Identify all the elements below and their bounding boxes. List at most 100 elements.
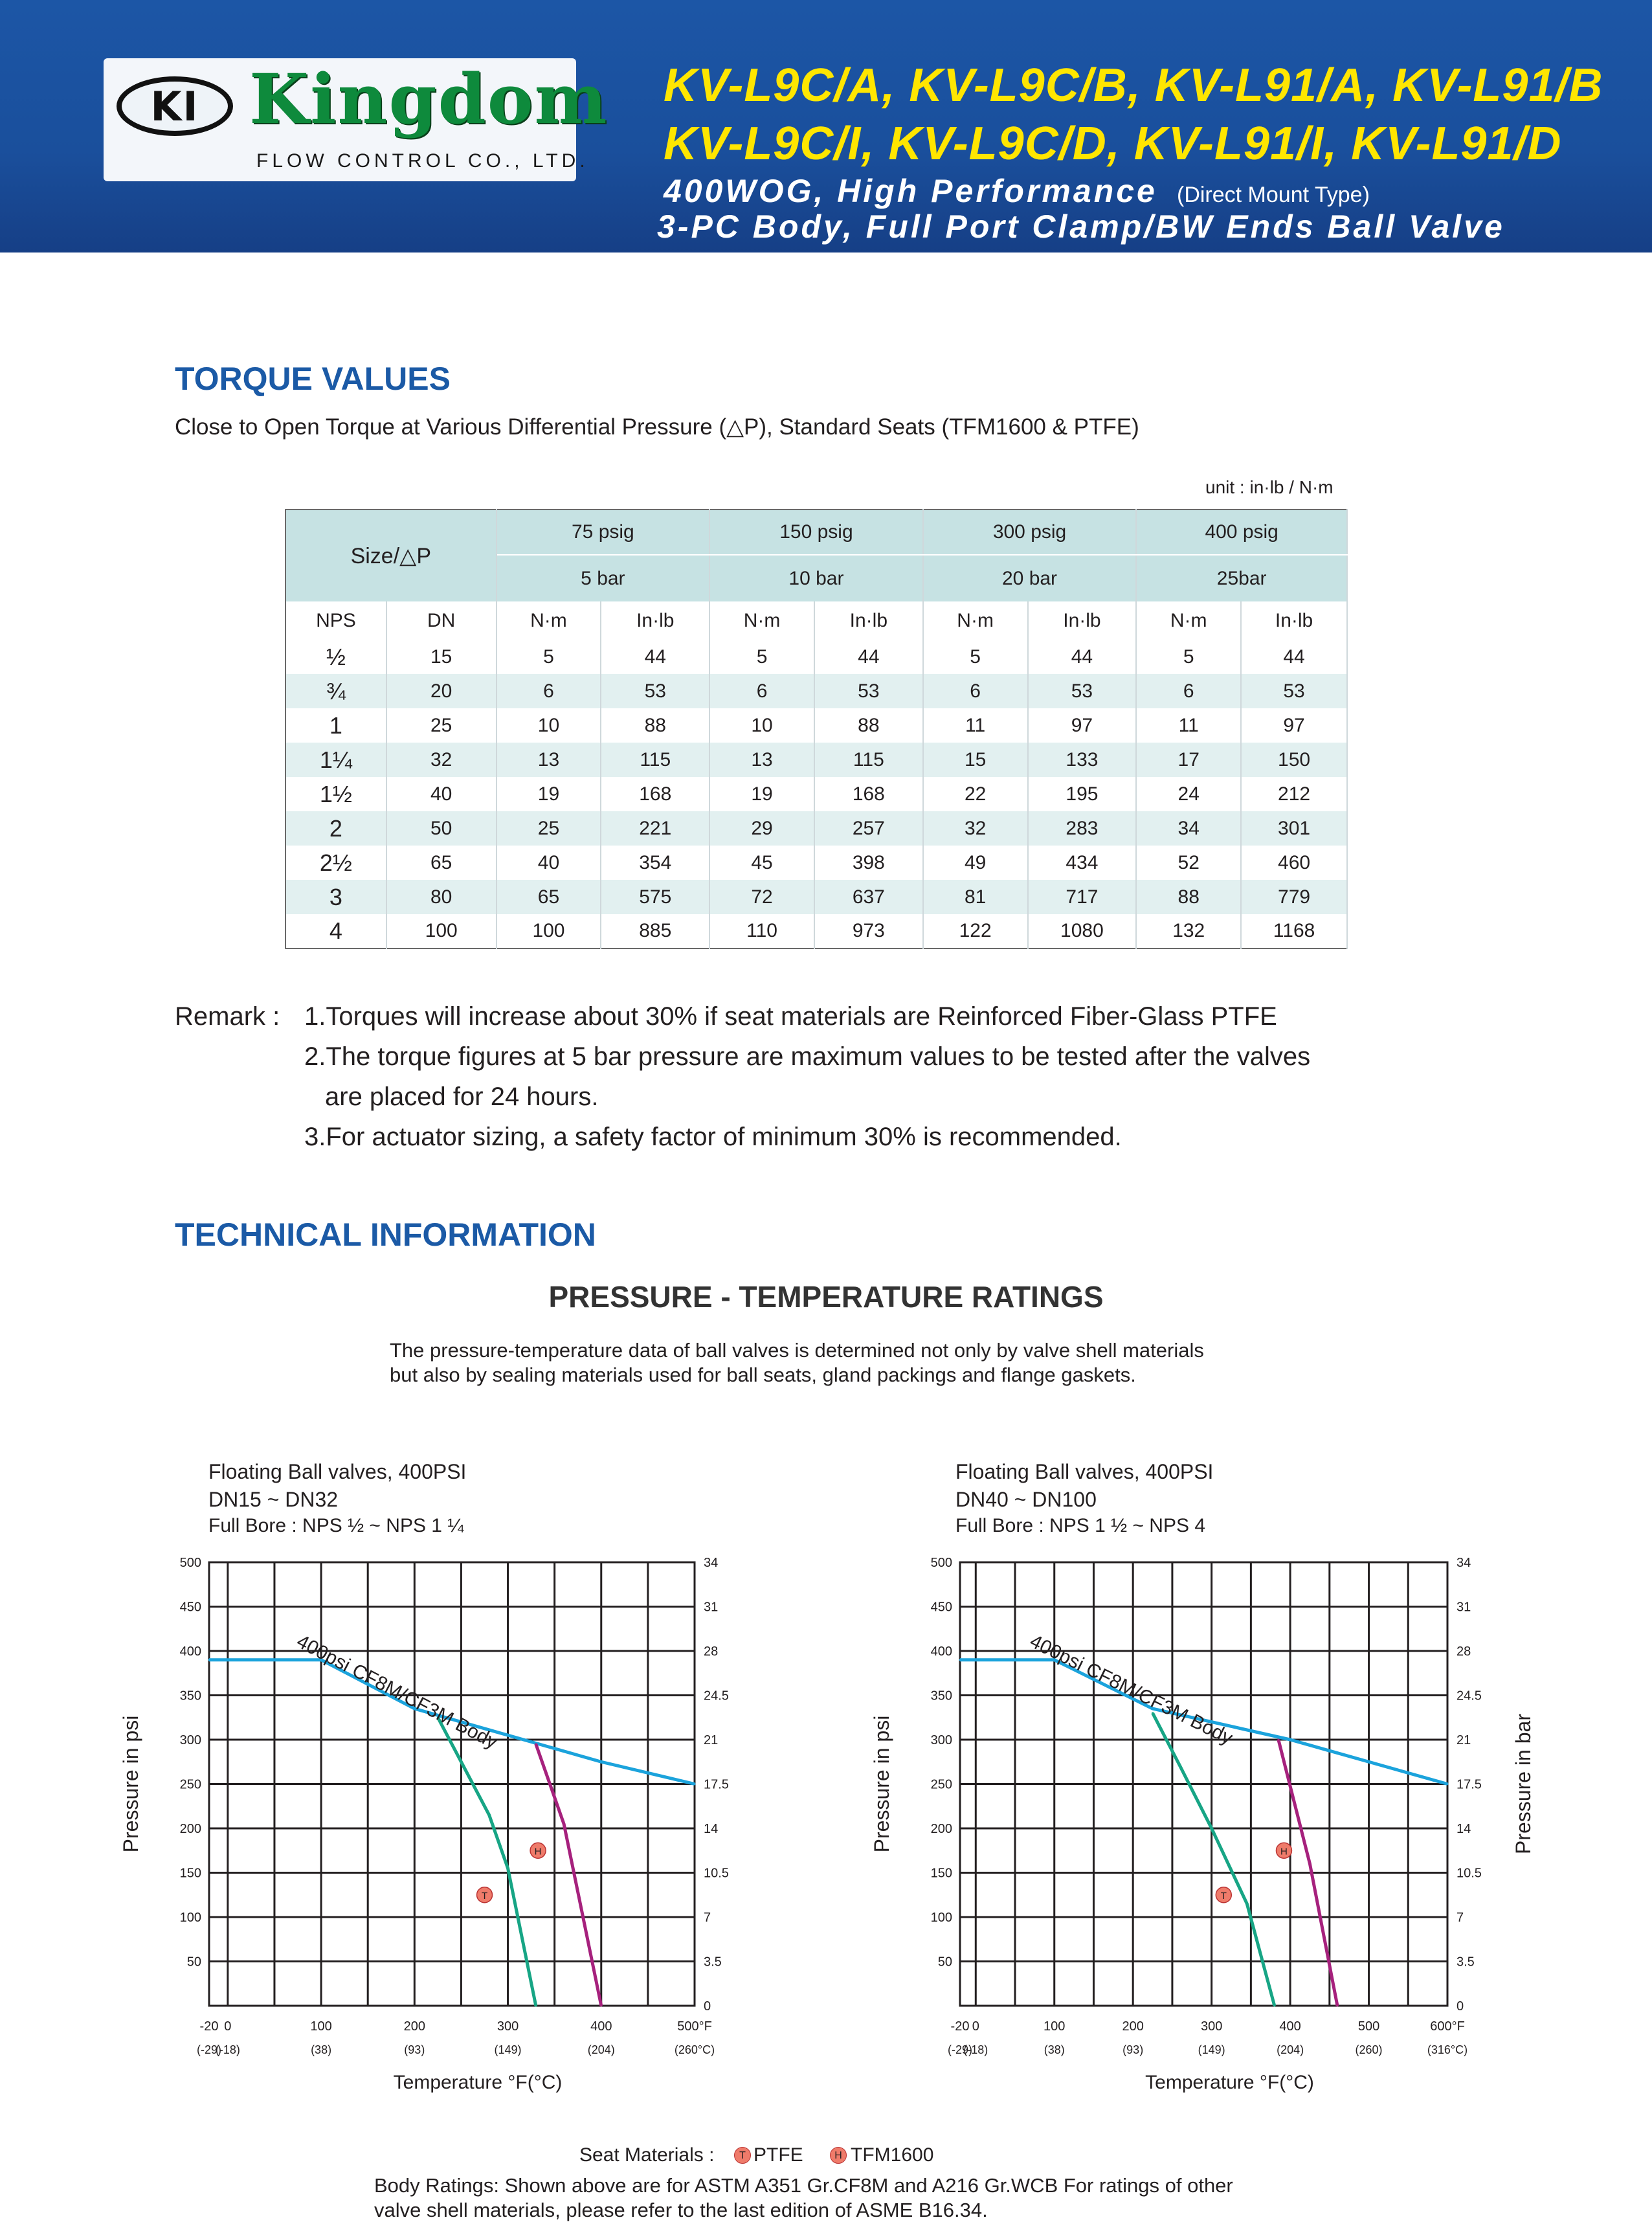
data-point [693, 1783, 696, 1785]
x-tick-label-c: (-29) [197, 2043, 221, 2056]
h-marker-icon [530, 1842, 546, 1859]
torque-cell: 257 [814, 811, 924, 846]
torque-cell: 24 [1136, 777, 1242, 811]
torque-cell: 29 [709, 811, 815, 846]
data-point [1053, 1659, 1056, 1661]
torque-cell: 301 [1241, 811, 1348, 846]
y2-tick-label: 14 [704, 1822, 718, 1836]
x-axis-label: Temperature °F(°C) [394, 2072, 563, 2093]
torque-cell: 88 [601, 708, 711, 743]
table-row: 1½ 40 19 168 19 168 22 195 24 212 [285, 777, 1348, 811]
x-tick-label-c: (260°C) [675, 2043, 715, 2056]
x-tick-label-c: (93) [1122, 2043, 1143, 2056]
y2-tick-label: 24.5 [704, 1689, 729, 1703]
size-header: Size/△P [285, 510, 497, 601]
table-row: 2 50 25 221 29 257 32 283 34 301 [285, 811, 1348, 846]
dn-cell: 32 [386, 743, 497, 777]
table-row: ½ 15 5 44 5 44 5 44 5 44 [285, 640, 1348, 674]
torque-cell: 6 [922, 674, 1029, 708]
y2-tick-label: 28 [1457, 1644, 1471, 1659]
torque-cell: 398 [814, 846, 924, 880]
y2-tick-label: 34 [1457, 1556, 1471, 1570]
remark-3: 3.For actuator sizing, a safety factor o… [304, 1123, 1122, 1151]
torque-cell: 52 [1136, 846, 1242, 880]
h-marker-icon [1275, 1842, 1293, 1859]
torque-description: Close to Open Torque at Various Differen… [175, 414, 1139, 440]
data-point [507, 1867, 509, 1870]
torque-cell: 434 [1027, 846, 1137, 880]
torque-cell: 460 [1241, 846, 1348, 880]
pt-intro-1: The pressure-temperature data of ball va… [390, 1339, 1204, 1362]
data-point [1152, 1712, 1154, 1714]
torque-cell: 575 [601, 880, 711, 914]
psig-header: 150 psig [709, 510, 924, 556]
logo-subtitle: FLOW CONTROL CO., LTD. [256, 150, 589, 172]
x-tick-label-c: (149) [495, 2043, 522, 2056]
column-header: DN [386, 601, 497, 640]
x-tick-label-c: (-18) [216, 2043, 240, 2056]
y2-tick-label: 14 [1457, 1822, 1471, 1836]
torque-cell: 44 [1241, 640, 1348, 674]
table-header-row: Size/△P 75 psig 150 psig 300 psig 400 psig [285, 510, 1348, 601]
table-row: 2½ 65 40 354 45 398 49 434 52 460 [285, 846, 1348, 880]
data-point [600, 2004, 603, 2007]
table-column-header-row: NPS DN N·m In·lb N·m In·lb N·m In·lb N·m In·lb [285, 601, 1348, 640]
torque-cell: 10 [496, 708, 602, 743]
bar-header: 20 bar [922, 555, 1137, 601]
torque-cell: 5 [922, 640, 1029, 674]
y-tick-label: 200 [180, 1822, 201, 1836]
chart-2: 50 100 150 200 250 300 350 400 450 500 0 3.5 7 10.5 14… [870, 1556, 1535, 2093]
torque-cell: 5 [496, 640, 602, 674]
data-point [563, 1823, 565, 1825]
torque-cell: 6 [709, 674, 815, 708]
data-point [959, 1659, 961, 1661]
data-point [1273, 2004, 1276, 2007]
dn-cell: 80 [386, 880, 497, 914]
torque-cell: 122 [922, 914, 1029, 948]
y2-tick-label: 24.5 [1457, 1689, 1482, 1703]
chart2-title-2: DN40 ~ DN100 [955, 1488, 1097, 1511]
body-ratings-1: Body Ratings: Shown above are for ASTM A… [374, 2174, 1233, 2197]
x-tick-label: 300 [497, 2019, 519, 2034]
torque-cell: 44 [814, 640, 924, 674]
torque-cell: 637 [814, 880, 924, 914]
y2-tick-label: 21 [704, 1733, 718, 1747]
chart2-title-1: Floating Ball valves, 400PSI [955, 1460, 1214, 1483]
nps-cell: 3 [285, 880, 387, 914]
torque-cell: 45 [709, 846, 815, 880]
series-label-body: 400psi CF8M/CF3M Body [1027, 1630, 1236, 1749]
table-row: 1 25 10 88 10 88 11 97 11 97 [285, 708, 1348, 743]
y-tick-label: 50 [187, 1955, 201, 1970]
torque-cell: 132 [1136, 914, 1242, 948]
torque-cell: 25 [496, 811, 602, 846]
remark-label: Remark : [175, 1002, 280, 1031]
data-point [488, 1813, 491, 1816]
y-axis-label: Pressure in psi [870, 1716, 893, 1853]
column-header: N·m [922, 601, 1029, 640]
data-point [507, 1734, 509, 1736]
y2-tick-label: 21 [1457, 1733, 1471, 1747]
torque-cell: 779 [1241, 880, 1348, 914]
x-tick-label-c: (93) [404, 2043, 425, 2056]
logo-mark: KI [117, 76, 233, 136]
column-header: NPS [285, 601, 387, 640]
nps-cell: 1 [285, 708, 387, 743]
torque-cell: 6 [1136, 674, 1242, 708]
nps-cell: 1½ [285, 777, 387, 811]
y-tick-label: 250 [180, 1778, 201, 1792]
torque-cell: 973 [814, 914, 924, 948]
x-tick-label: 0 [224, 2019, 231, 2034]
torque-table-body: Size/△P 75 psig 150 psig 300 psig 400 psig 5 … [285, 510, 1348, 948]
y-tick-label: 150 [931, 1867, 952, 1881]
x-tick-label: 200 [1122, 2019, 1144, 2034]
y-tick-label: 500 [931, 1556, 952, 1570]
y-tick-label: 300 [931, 1733, 952, 1747]
data-point [1289, 1738, 1291, 1741]
x-tick-label: 300 [1201, 2019, 1222, 2034]
torque-cell: 150 [1241, 743, 1348, 777]
header-band: KI Kingdom FLOW CONTROL CO., LTD. KV-L9C… [0, 0, 1652, 252]
data-point [1277, 1738, 1280, 1741]
torque-cell: 115 [814, 743, 924, 777]
t-marker-icon-text: T [1221, 1891, 1227, 1902]
t-marker-icon-text: T [482, 1891, 487, 1902]
